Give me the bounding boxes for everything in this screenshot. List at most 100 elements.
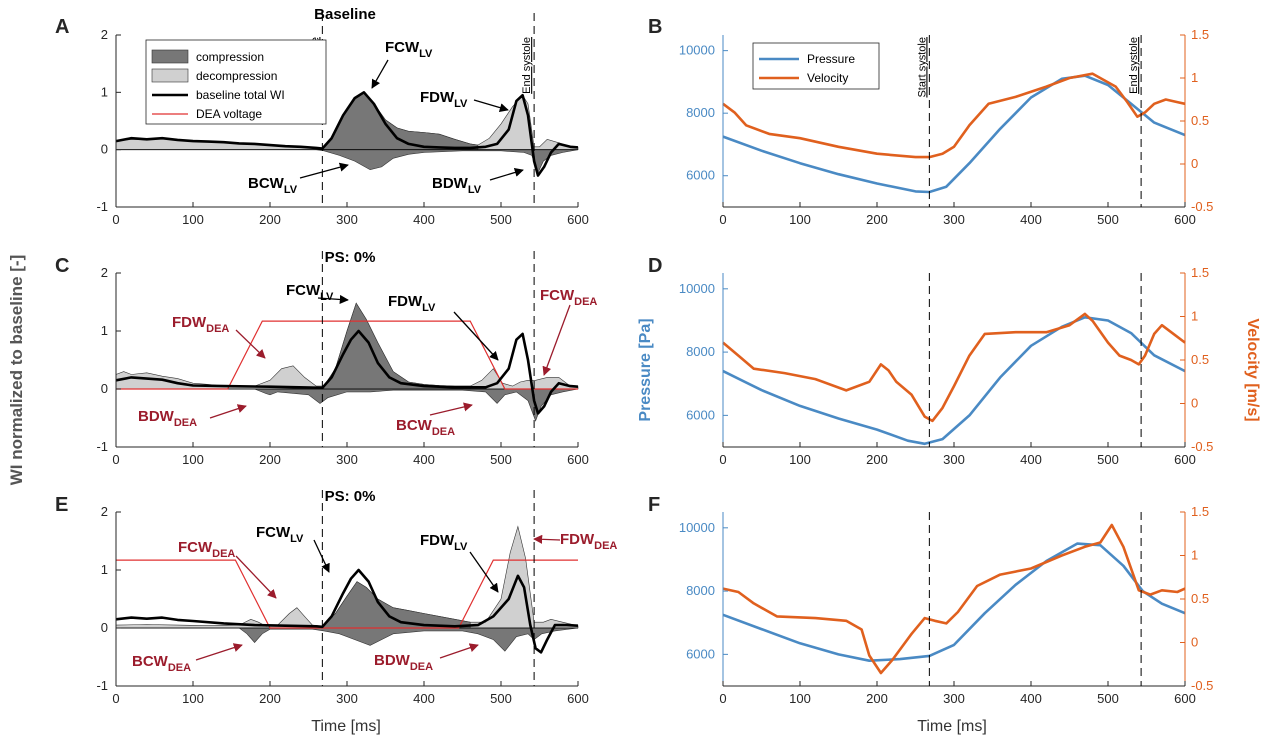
x-tick-label: 500 [1097,452,1119,467]
wave-annotation: FDWLV [420,89,468,110]
x-tick-label: 300 [943,452,965,467]
panel-c-wave-intensity: C -1 0 1 2 0 100 200 300 400 500 600 PS: 0% FCWLV FDWL… [55,249,597,467]
wave-annotation: BCWDEA [132,653,191,674]
wave-annotation: BDWDEA [138,408,197,429]
annotation-arrow [209,404,247,419]
y-left-tick-label: 10000 [679,281,715,296]
panel-a-baseline-wave-intensity: A-10120100200300400500600Start systoleEn… [55,6,589,227]
shared-y-axis-label: WI normalized to baseline [-] [7,255,26,485]
annotation-arrow [439,643,479,659]
legend-label: Pressure [807,52,855,66]
systole-marker-label: Start systole [916,37,928,98]
y-right-tick-label: 0.5 [1191,113,1209,128]
wave-annotation: FCWLV [385,39,433,60]
panel-letter-c: C [55,255,69,277]
x-tick-label: 400 [413,212,435,227]
wave-annotation: FCWDEA [178,539,235,560]
x-tick-label: 400 [413,691,435,706]
dea-voltage-line [116,559,578,629]
x-tick-label: 200 [259,452,281,467]
annotation-arrow [235,555,277,599]
annotation-arrow [489,168,524,181]
y-right-tick-label: 0.5 [1191,591,1209,606]
panel-b-pressure-velocity: B 6000 8000 10000 -0.5 0 0.5 1 1.5 0 100 200 300 400 5… [648,16,1213,227]
backward-wave-area [116,627,579,652]
legend-label: compression [196,50,264,64]
y-right-tick-label: 1.5 [1191,504,1209,519]
y-right-tick-label: -0.5 [1191,439,1213,454]
legend-label: decompression [196,69,277,83]
legend-box [752,42,880,90]
systole-marker-label: End systole [1128,37,1140,94]
x-tick-label: 100 [182,452,204,467]
x-tick-label: 400 [1020,212,1042,227]
x-tick-label: 200 [866,452,888,467]
x-tick-label: 100 [789,212,811,227]
x-tick-label: 400 [413,452,435,467]
x-tick-label: 300 [336,691,358,706]
wave-annotation: FCWDEA [540,287,597,308]
x-axis-label-left: Time [ms] [311,718,381,735]
y-tick-label: 2 [101,265,108,280]
annotation-arrow [235,329,266,359]
x-tick-label: 600 [567,452,589,467]
y-left-tick-label: 6000 [686,168,715,183]
baseline-total-wi-line [115,329,579,415]
y-left-tick-label: 6000 [686,407,715,422]
x-tick-label: 600 [567,212,589,227]
annotation-arrow [195,643,243,661]
x-tick-label: 600 [567,691,589,706]
dea-voltage-line [116,320,578,390]
x-tick-label: 400 [1020,691,1042,706]
y-tick-label: 2 [101,27,108,42]
legend-label: DEA voltage [196,107,262,121]
legend-label: baseline total WI [196,88,285,102]
wave-annotation: FCWLV [256,524,304,545]
wave-annotation: FDWDEA [172,314,229,335]
y-right-tick-label: 1 [1191,548,1198,563]
annotation-arrow [469,551,499,593]
y-right-tick-label: 0 [1191,396,1198,411]
panel-letter-f: F [648,494,660,516]
backward-wave-area [116,149,579,174]
panel-title: PS: 0% [325,249,376,266]
y-tick-label: 1 [101,562,108,577]
pressure-series-line [722,542,1186,662]
y-tick-label: 2 [101,504,108,519]
annotation-arrow [453,311,499,361]
wave-annotation: FCWLV [286,282,334,303]
legend-swatch-compression [151,49,189,64]
x-tick-label: 0 [719,691,726,706]
legend: Pressure Velocity [752,42,880,90]
y-tick-label: -1 [96,678,108,693]
y-left-tick-label: 6000 [686,646,715,661]
x-axis-label-right: Time [ms] [917,718,987,735]
x-tick-label: 100 [789,452,811,467]
pressure-series-line [722,316,1186,446]
x-tick-label: 500 [1097,212,1119,227]
y-left-tick-label: 10000 [679,43,715,58]
panel-letter-d: D [648,255,662,277]
velocity-series-line [722,72,1186,159]
annotation-arrow [299,162,349,179]
panel-letter-a: A [55,16,69,38]
y-left-tick-label: 8000 [686,105,715,120]
x-tick-label: 100 [182,691,204,706]
y-right-tick-label: 1.5 [1191,265,1209,280]
x-tick-label: 300 [943,212,965,227]
panel-title: Baseline [314,6,376,23]
x-tick-label: 400 [1020,452,1042,467]
forward-compression-area [322,581,471,629]
y-right-tick-label: 0 [1191,635,1198,650]
y-tick-label: 0 [101,620,108,635]
annotation-arrow [313,539,330,573]
panel-e-wave-intensity: E -1 0 1 2 0 100 200 300 400 500 600 PS: 0% FCWLV FDWL… [55,488,617,706]
panel-f-pressure-velocity: F 6000 8000 10000 -0.5 0 0.5 1 1.5 0 100 200 300 400 5… [648,494,1213,706]
annotation-arrow [371,59,389,89]
x-tick-label: 500 [1097,691,1119,706]
x-tick-label: 200 [866,691,888,706]
x-tick-label: 500 [490,452,512,467]
x-tick-label: 200 [866,212,888,227]
y-right-tick-label: 0.5 [1191,352,1209,367]
